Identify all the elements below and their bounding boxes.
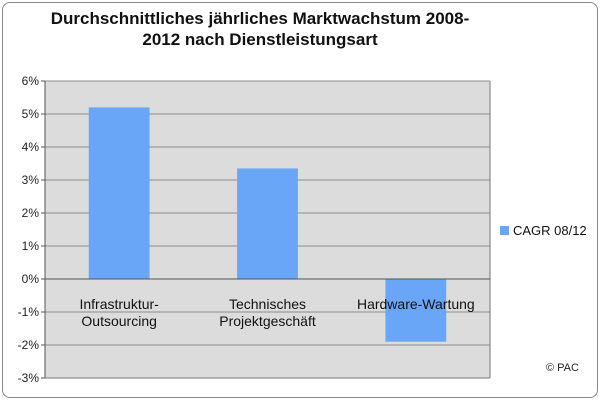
y-tick-label: 3% xyxy=(22,173,40,187)
bar xyxy=(385,279,447,342)
category-label: Technisches xyxy=(229,296,306,312)
y-tick-label: -1% xyxy=(18,305,40,319)
bar xyxy=(237,168,298,279)
y-tick-label: 1% xyxy=(22,239,40,253)
y-tick-label: 4% xyxy=(22,140,40,154)
category-label: Hardware-Wartung xyxy=(357,296,475,312)
chart-title-line-2: 2012 nach Dienstleistungsart xyxy=(142,30,378,49)
legend-swatch xyxy=(500,226,509,235)
y-tick-label: 5% xyxy=(22,107,40,121)
legend: CAGR 08/12 xyxy=(500,223,587,238)
y-tick-label: -3% xyxy=(18,371,40,385)
y-tick-label: -2% xyxy=(18,338,40,352)
copyright-label: © PAC xyxy=(546,362,579,374)
chart-title-line-1: Durchschnittliches jährliches Marktwachs… xyxy=(50,9,470,28)
y-tick-label: 6% xyxy=(22,74,40,88)
y-tick-label: 0% xyxy=(22,272,40,286)
category-label: Outsourcing xyxy=(81,313,156,329)
legend-label: CAGR 08/12 xyxy=(513,223,587,238)
bar xyxy=(88,107,150,280)
chart-title: Durchschnittliches jährliches Marktwachs… xyxy=(10,8,510,50)
category-label: Projektgeschäft xyxy=(219,313,316,329)
y-tick-label: 2% xyxy=(22,206,40,220)
category-label: Infrastruktur- xyxy=(79,296,159,312)
